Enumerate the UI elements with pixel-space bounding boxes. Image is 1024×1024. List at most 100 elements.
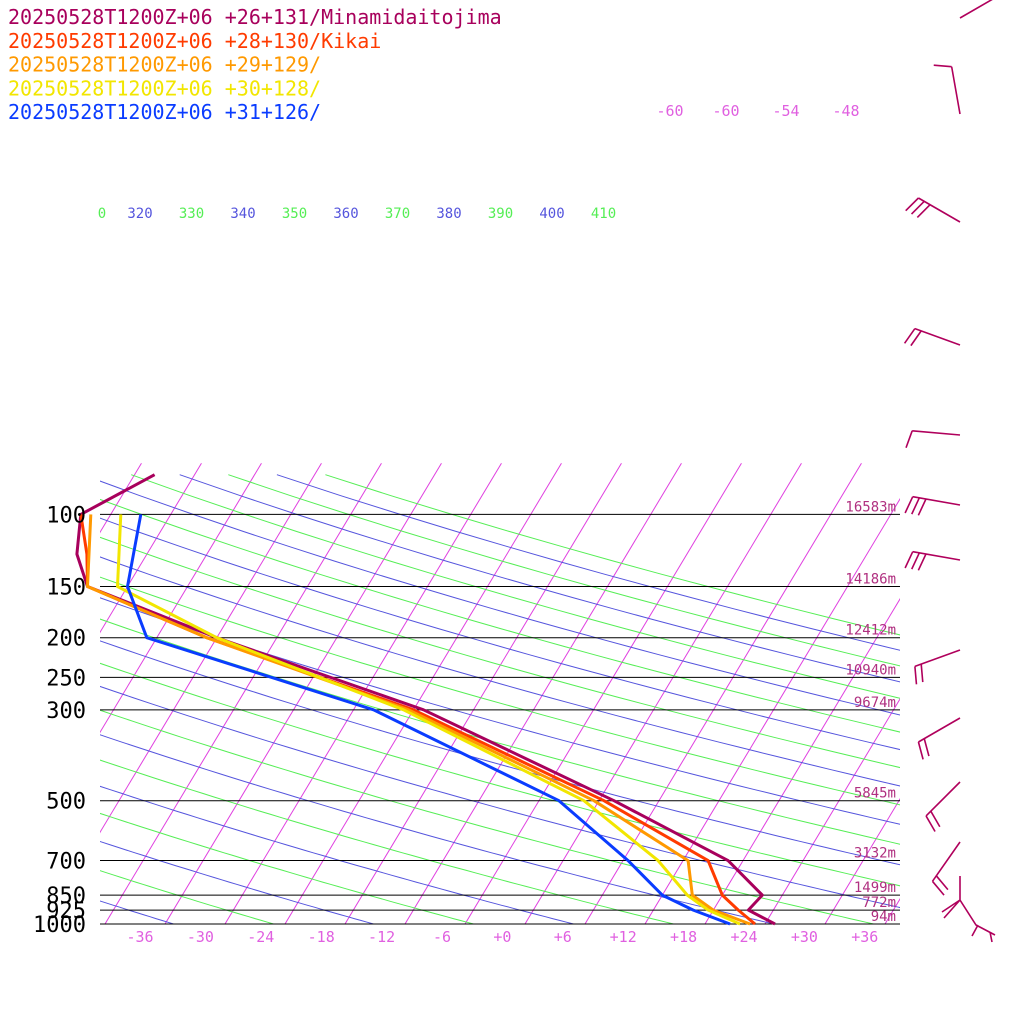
- theta-curve: [100, 536, 900, 769]
- wind-barb-flag: [905, 430, 913, 449]
- wind-barb-flag: [911, 552, 921, 570]
- legend-entry: 20250528T1200Z+06 +28+130/Kikai: [8, 29, 381, 53]
- wind-barb-flag: [925, 815, 936, 832]
- theta-curve: [131, 474, 900, 699]
- pressure-label: 850: [46, 884, 86, 909]
- height-label: 16583m: [845, 499, 896, 515]
- pressure-label: 925: [46, 899, 86, 924]
- wind-barb-shaft: [912, 495, 961, 506]
- x-tick-label: +18: [670, 928, 697, 946]
- height-label: 12412m: [845, 623, 896, 639]
- theta-curve: [100, 517, 900, 751]
- isotherm-line: [764, 698, 900, 924]
- height-label: 3132m: [854, 846, 896, 862]
- pressure-label: 700: [46, 850, 86, 875]
- theta-label: 400: [539, 206, 564, 222]
- wind-barb-shaft: [918, 197, 961, 223]
- x-tick-label: -36: [126, 928, 153, 946]
- x-tick-label: +36: [851, 928, 878, 946]
- temperature-line: [75, 473, 776, 926]
- wind-barb-shaft: [918, 717, 961, 743]
- isotherm-line: [104, 462, 382, 924]
- wind-barb-flag: [910, 330, 922, 347]
- wind-barb-flag: [923, 738, 930, 757]
- isotherm-label: -48: [832, 102, 859, 120]
- potential-temperature-curves: [100, 474, 900, 924]
- wind-barb-flag: [931, 880, 945, 896]
- height-label: 772m: [862, 895, 896, 911]
- pressure-label: 1000: [33, 913, 86, 938]
- theta-curve: [100, 812, 476, 924]
- theta-label: 370: [385, 206, 410, 222]
- wind-barb-flag: [917, 553, 927, 571]
- x-tick-label: -12: [368, 928, 395, 946]
- theta-curve: [100, 785, 576, 924]
- theta-curve: [100, 498, 900, 733]
- pressure-label: 150: [46, 576, 86, 601]
- wind-barb-flag: [904, 551, 914, 569]
- isotherm-line: [100, 462, 202, 634]
- temperature-line: [79, 514, 756, 926]
- wind-barb-flag: [917, 498, 927, 516]
- wind-barb-flag: [916, 204, 931, 219]
- x-tick-label: +6: [554, 928, 572, 946]
- wind-barb-shaft: [959, 0, 993, 19]
- temperature-line: [116, 514, 741, 926]
- wind-barb-flag: [903, 328, 916, 344]
- isotherm-line: [1005, 463, 1024, 924]
- theta-curve: [100, 556, 900, 787]
- theta-curve: [100, 734, 776, 924]
- wind-barb-surface: [941, 876, 996, 943]
- wind-barbs: [903, 0, 996, 943]
- theta-curve: [100, 662, 900, 887]
- isotherm-line: [344, 462, 622, 924]
- theta-curve: [100, 685, 900, 909]
- theta-label: 380: [436, 206, 461, 222]
- wind-barb-shaft: [925, 781, 961, 817]
- isotherm-grid: [100, 462, 1024, 924]
- wind-barb-flag: [904, 496, 914, 514]
- temperature-line: [126, 514, 731, 926]
- wind-barb-flag: [917, 741, 924, 760]
- wind-barb-flag: [930, 810, 941, 828]
- isotherm-line: [644, 498, 900, 924]
- height-label: 14186m: [845, 572, 896, 588]
- theta-curve: [179, 474, 900, 683]
- isotherm-label: -60: [712, 102, 739, 120]
- wind-barb-flag: [914, 666, 918, 685]
- isotherm-line: [284, 462, 562, 924]
- theta-label: 340: [230, 206, 255, 222]
- temperature-line: [86, 514, 751, 926]
- x-tick-label: -6: [433, 928, 451, 946]
- height-label: 1499m: [854, 880, 896, 896]
- wind-barb-shaft: [931, 841, 961, 882]
- isotherm-line: [824, 798, 900, 924]
- wind-barb-flag: [911, 497, 921, 515]
- theta-curve: [100, 870, 276, 924]
- wind-barb-shaft: [912, 550, 961, 561]
- wind-barb-flag: [905, 197, 919, 212]
- pressure-label: 250: [46, 666, 86, 691]
- pressure-label: 100: [46, 503, 86, 528]
- pressure-label: 500: [46, 790, 86, 815]
- x-tick-label: +30: [791, 928, 818, 946]
- sounding-series: [75, 473, 776, 926]
- theta-curve: [100, 640, 900, 866]
- theta-label: 350: [282, 206, 307, 222]
- theta-curve: [100, 576, 900, 806]
- wind-barb-shaft: [912, 430, 961, 436]
- isobar-lines: [100, 513, 900, 925]
- pressure-label: 300: [46, 699, 86, 724]
- wind-barb-flag: [920, 664, 924, 683]
- theta-curve: [100, 759, 676, 924]
- isotherm-line: [100, 462, 262, 734]
- height-label: 9674m: [854, 695, 896, 711]
- wind-barb-shaft: [914, 327, 961, 346]
- theta-curve: [100, 709, 876, 924]
- wind-barb-flag: [933, 64, 952, 68]
- isotherm-line: [704, 598, 900, 924]
- theta-label: 390: [488, 206, 513, 222]
- isotherm-line: [404, 462, 682, 924]
- legend-entry: 20250528T1200Z+06 +26+131/Minamidaitojim…: [8, 5, 502, 29]
- x-tick-label: -30: [187, 928, 214, 946]
